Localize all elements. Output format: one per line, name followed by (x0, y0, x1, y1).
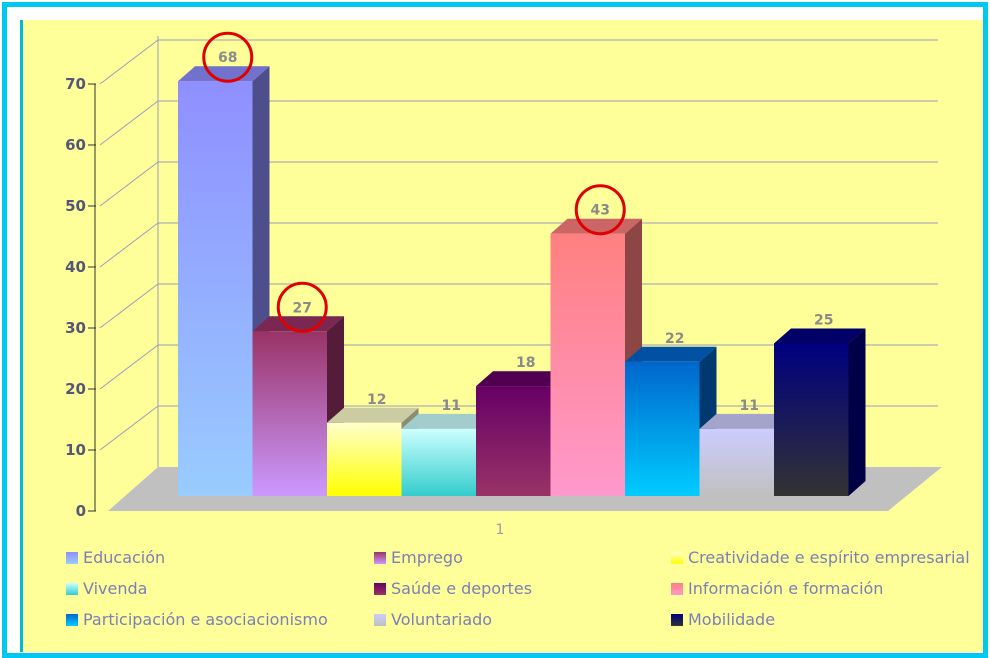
legend-swatch (671, 583, 683, 595)
value-label-emprego: 27 (293, 300, 312, 316)
value-label-creatividade-e-espirito-empresarial: 12 (367, 392, 386, 408)
legend-label: Creatividade e espírito empresarial (688, 548, 970, 567)
legend-label: Participación e asociacionismo (83, 610, 328, 629)
legend-swatch (66, 552, 78, 564)
gridline-diagonal (99, 283, 159, 329)
bar-top-shade (774, 328, 866, 344)
value-label-mobilidade: 25 (814, 313, 833, 329)
gridline-diagonal (99, 222, 159, 268)
x-category-label: 1 (496, 522, 505, 538)
bar-top-shade (625, 346, 717, 362)
value-label-vivenda: 11 (442, 398, 461, 414)
bar-front (625, 361, 700, 496)
bar-front (178, 81, 253, 496)
y-tick-label: 40 (65, 258, 86, 276)
value-label-educacion: 68 (218, 50, 237, 66)
bars (178, 66, 866, 496)
value-labels: 68 27 12 11 18 43 22 11 25 (202, 31, 833, 414)
legend-item-mobilidade: Mobilidade (671, 610, 775, 629)
gridline-diagonal (99, 161, 159, 207)
legend-item-participacion-e-asociacionismo: Participación e asociacionismo (66, 610, 328, 629)
legend-item-creatividade-e-espirito-empresarial: Creatividade e espírito empresarial (671, 548, 970, 567)
bar-participacion-e-asociacionismo (625, 346, 717, 496)
value-label-voluntariado: 11 (740, 398, 759, 414)
bar-front (774, 343, 849, 496)
legend-item-emprego: Emprego (374, 548, 463, 567)
bar-top (401, 413, 493, 429)
bar-top (625, 346, 717, 362)
legend-label: Mobilidade (688, 610, 775, 629)
bar-top-shade (327, 407, 419, 423)
gridline-diagonal (99, 344, 159, 390)
y-tick-label: 0 (76, 502, 86, 520)
bar-top-shade (699, 413, 791, 429)
legend-item-educacion: Educación (66, 548, 165, 567)
bar-front (699, 428, 774, 496)
legend-item-saude-e-deportes: Saúde e deportes (374, 579, 532, 598)
legend-swatch (66, 614, 78, 626)
legend-swatch (374, 583, 386, 595)
x-axis: 1 (496, 522, 505, 538)
legend-label: Saúde e deportes (391, 579, 532, 598)
bar-front (327, 422, 402, 496)
value-label-saude-e-deportes: 18 (516, 355, 535, 371)
y-tick-label: 60 (65, 136, 86, 154)
y-tick-label: 30 (65, 319, 86, 337)
legend-swatch (374, 552, 386, 564)
y-tick-label: 70 (65, 75, 86, 93)
value-label-informacion-e-formacion: 43 (591, 203, 610, 219)
bar-top (774, 328, 866, 344)
bar-top-shade (401, 413, 493, 429)
y-axis: 0 10 20 30 40 50 60 70 (65, 75, 96, 520)
legend-swatch (66, 583, 78, 595)
bar-front (401, 428, 476, 496)
bar-front (252, 331, 327, 496)
legend-label: Voluntariado (391, 610, 492, 629)
bar-mobilidade (774, 328, 866, 496)
bar-top-shade (476, 371, 568, 387)
legend-swatch (671, 614, 683, 626)
highlight-circle (276, 281, 328, 333)
y-tick-label: 50 (65, 197, 86, 215)
highlight-circle (202, 31, 254, 83)
bar-top (699, 413, 791, 429)
gridline-diagonal (99, 100, 159, 146)
gridlines (99, 36, 938, 467)
gridline-diagonal (99, 405, 159, 451)
legend-item-informacion-e-formacion: Información e formación (671, 579, 883, 598)
bar-front (476, 386, 551, 496)
gridline-diagonal (99, 39, 159, 85)
legend-label: Educación (83, 548, 165, 567)
highlight-circle (574, 184, 626, 236)
y-tick-label: 20 (65, 380, 86, 398)
legend-swatch (374, 614, 386, 626)
legend-label: Vivenda (83, 579, 147, 598)
legend-item-vivenda: Vivenda (66, 579, 147, 598)
legend-label: Emprego (391, 548, 463, 567)
bar-side (848, 328, 866, 496)
y-tick-label: 10 (65, 441, 86, 459)
value-label-participacion-e-asociacionismo: 22 (665, 331, 684, 347)
legend: Educación Emprego Creatividade e espírito … (66, 548, 970, 629)
legend-item-voluntariado: Voluntariado (374, 610, 492, 629)
bar-top (327, 407, 419, 423)
legend-label: Información e formación (688, 579, 883, 598)
bar-side-shade (848, 328, 866, 496)
legend-swatch (671, 552, 683, 564)
bar-front (550, 233, 625, 496)
bar-top (476, 371, 568, 387)
